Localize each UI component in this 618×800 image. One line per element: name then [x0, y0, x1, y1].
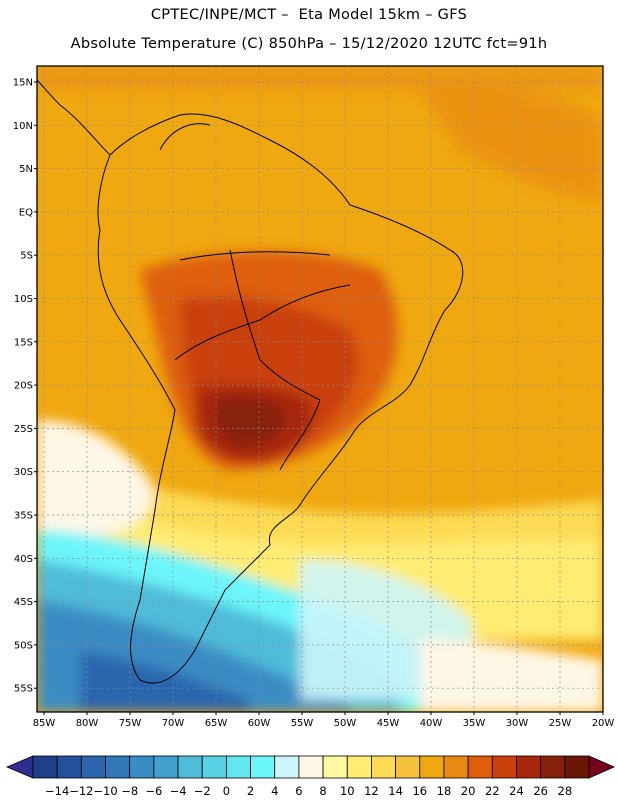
colorbar-label: 20	[461, 784, 476, 798]
lon-label: 45W	[377, 718, 400, 729]
colorbar-swatch	[250, 755, 276, 779]
colorbar-swatch	[153, 755, 179, 779]
colorbar-label: 10	[340, 784, 355, 798]
temperature-field	[37, 66, 603, 712]
colorbar-label: 8	[319, 784, 326, 798]
colorbar-label: −8	[121, 784, 138, 798]
colorbar-label: 14	[388, 784, 403, 798]
colorbar-label: −6	[145, 784, 162, 798]
chart-title-line1: CPTEC/INPE/MCT – Eta Model 15km – GFS	[150, 7, 468, 23]
colorbar-swatch	[516, 755, 542, 779]
colorbar-label: −4	[170, 784, 187, 798]
colorbar-label: 4	[271, 784, 278, 798]
colorbar-label: 18	[437, 784, 452, 798]
lat-label: 45S	[14, 597, 33, 608]
lon-label: 50W	[334, 718, 357, 729]
lon-label: 60W	[248, 718, 271, 729]
lat-label: 40S	[14, 554, 33, 565]
colorbar-swatch	[105, 755, 131, 779]
longitude-labels: 85W 80W 75W 70W 65W 60W 55W 50W 45W 40W 35W 30W 25W 2…	[33, 712, 615, 729]
lon-label: 40W	[420, 718, 443, 729]
colorbar-swatch	[298, 755, 324, 779]
colorbar-label: 22	[485, 784, 500, 798]
colorbar-label: 2	[247, 784, 254, 798]
colorbar-label: 26	[533, 784, 548, 798]
lat-label: 15N	[13, 78, 33, 89]
colorbar-swatch	[274, 755, 300, 779]
colorbar-label: 0	[223, 784, 230, 798]
lon-label: 85W	[33, 718, 56, 729]
colorbar-swatch	[56, 755, 82, 779]
lat-label: 10S	[14, 294, 33, 305]
colorbar-swatch	[32, 755, 58, 779]
colorbar-swatch	[346, 755, 372, 779]
colorbar-swatch	[177, 755, 203, 779]
coastline	[37, 79, 464, 684]
colorbar-swatch	[491, 755, 517, 779]
colorbar-swatch	[322, 755, 348, 779]
lon-label: 70W	[162, 718, 185, 729]
lat-label: 20S	[14, 381, 33, 392]
map-frame	[36, 65, 604, 713]
lon-label: 20W	[592, 718, 615, 729]
colorbar-label: −12	[69, 784, 93, 798]
colorbar-label: 28	[558, 784, 573, 798]
lat-label: 5S	[20, 251, 33, 262]
lon-label: 35W	[463, 718, 486, 729]
colorbar-swatch	[201, 755, 227, 779]
colorbar-label: 24	[509, 784, 524, 798]
chart-title-line2: Absolute Temperature (C) 850hPa – 15/12/…	[70, 36, 548, 52]
lon-label: 65W	[205, 718, 228, 729]
lat-label: EQ	[19, 207, 33, 218]
colorbar-label: −2	[194, 784, 211, 798]
colorbar-over-triangle	[588, 755, 615, 779]
lon-label: 30W	[506, 718, 529, 729]
lat-label: 10N	[13, 121, 33, 132]
colorbar-label: −10	[93, 784, 117, 798]
colorbar-label: −14	[45, 784, 69, 798]
colorbar-swatch	[395, 755, 421, 779]
lat-label: 50S	[14, 640, 33, 651]
colorbar-swatch	[443, 755, 469, 779]
map-gridlines	[37, 66, 604, 712]
colorbar-swatch	[80, 755, 106, 779]
lat-label: 25S	[14, 424, 33, 435]
colorbar-label: 16	[412, 784, 427, 798]
lat-label: 30S	[14, 467, 33, 478]
lat-label: 35S	[14, 511, 33, 522]
colorbar-swatch	[371, 755, 397, 779]
lat-label: 55S	[14, 684, 33, 695]
lon-label: 80W	[76, 718, 99, 729]
latitude-labels: 15N 10N 5N EQ 5S 10S 15S 20S 25S 30S 35S 40S 45S 50S 5…	[13, 78, 37, 695]
lon-label: 75W	[119, 718, 142, 729]
colorbar: −14 −12 −10 −8 −6 −4 −2 0 2 4 6 8 10 12 14 16 18 20 22 24 26…	[5, 755, 615, 798]
colorbar-swatch	[540, 755, 566, 779]
colorbar-swatch	[564, 755, 590, 779]
colorbar-label: 6	[295, 784, 302, 798]
colorbar-swatch	[467, 755, 493, 779]
lon-label: 25W	[549, 718, 572, 729]
colorbar-swatch	[129, 755, 155, 779]
colorbar-swatch	[419, 755, 445, 779]
lat-label: 15S	[14, 337, 33, 348]
colorbar-label: 12	[364, 784, 379, 798]
lat-label: 5N	[19, 164, 33, 175]
lon-label: 55W	[291, 718, 314, 729]
colorbar-under-triangle	[5, 755, 34, 779]
colorbar-swatch	[225, 755, 251, 779]
